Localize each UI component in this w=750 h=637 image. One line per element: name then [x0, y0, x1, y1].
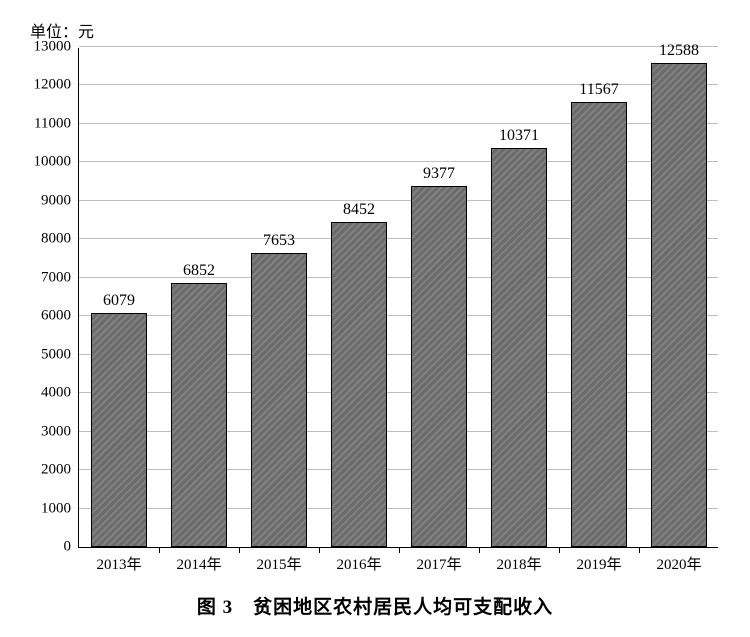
bar-value-label: 11567 [579, 81, 618, 99]
y-tick-label: 4000 [41, 385, 71, 402]
bar-value-label: 10371 [499, 127, 539, 145]
bar-value-label: 6079 [103, 292, 135, 310]
x-tick-label: 2013年 [96, 553, 141, 574]
x-tick [239, 547, 240, 553]
y-tick-label: 3000 [41, 423, 71, 440]
x-tick [639, 547, 640, 553]
x-tick-label: 2017年 [416, 553, 461, 574]
x-tick-label: 2015年 [256, 553, 301, 574]
bar-value-label: 12588 [659, 42, 699, 60]
bar: 6079 [91, 313, 147, 547]
x-tick-label: 2020年 [656, 553, 701, 574]
y-tick-label: 9000 [41, 192, 71, 209]
bar: 9377 [411, 186, 467, 547]
bar-value-label: 7653 [263, 232, 295, 250]
x-tick [319, 547, 320, 553]
y-tick-label: 11000 [34, 115, 71, 132]
bar-value-label: 8452 [343, 201, 375, 219]
y-tick-label: 10000 [34, 154, 72, 171]
y-tick-label: 13000 [34, 39, 72, 56]
y-tick-label: 12000 [34, 77, 72, 94]
x-tick-label: 2014年 [176, 553, 221, 574]
x-tick-label: 2019年 [576, 553, 621, 574]
bar: 12588 [651, 63, 707, 547]
y-tick-label: 1000 [41, 500, 71, 517]
chart-caption: 图 3 贫困地区农村居民人均可支配收入 [0, 592, 750, 619]
gridline [79, 46, 718, 47]
y-tick-label: 8000 [41, 231, 71, 248]
plot-area: 0100020003000400050006000700080009000100… [78, 48, 718, 548]
bar: 10371 [491, 148, 547, 547]
x-tick [159, 547, 160, 553]
x-tick [399, 547, 400, 553]
x-tick [479, 547, 480, 553]
x-tick-label: 2016年 [336, 553, 381, 574]
bars-group: 60792013年68522014年76532015年84522016年9377… [79, 48, 718, 547]
bar: 6852 [171, 283, 227, 547]
x-tick-label: 2018年 [496, 553, 541, 574]
chart-container: 单位：元 01000200030004000500060007000800090… [0, 0, 750, 637]
y-tick-label: 5000 [41, 346, 71, 363]
y-tick-label: 6000 [41, 308, 71, 325]
bar: 11567 [571, 102, 627, 547]
bar: 8452 [331, 222, 387, 547]
bar-value-label: 6852 [183, 262, 215, 280]
bar: 7653 [251, 253, 307, 547]
x-tick [559, 547, 560, 553]
y-tick-label: 2000 [41, 462, 71, 479]
y-tick-label: 0 [64, 539, 72, 556]
bar-value-label: 9377 [423, 165, 455, 183]
y-tick-label: 7000 [41, 269, 71, 286]
